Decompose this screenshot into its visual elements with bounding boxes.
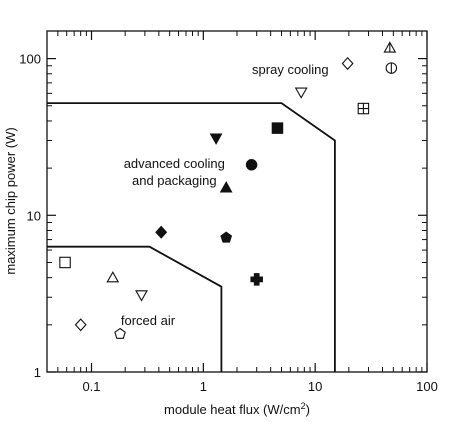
region-label: forced air — [121, 313, 176, 328]
data-point-pentagon-open — [114, 327, 126, 339]
y-tick-label: 100 — [19, 52, 41, 67]
data-point-circle-filled — [245, 159, 258, 171]
data-point-triangle-down-open — [294, 87, 308, 99]
y-axis-label: maximum chip power (W) — [3, 127, 18, 274]
x-axis-label-superscript: 2 — [301, 401, 306, 411]
x-axis-label-tail: ) — [306, 402, 310, 417]
data-point-triangle-open — [106, 271, 120, 283]
region-labels: spray cooling advanced cooling and packagi… — [121, 62, 329, 328]
data-point-diamond-open — [74, 318, 87, 332]
data-points — [59, 41, 398, 339]
region-label: advanced cooling and packaging — [124, 156, 225, 188]
data-point-diamond-open — [341, 56, 354, 71]
x-tick-label: 1 — [200, 379, 207, 394]
data-point-circle-striped — [385, 62, 398, 74]
plot-frame — [46, 30, 428, 373]
y-tick-label: 10 — [27, 208, 41, 223]
data-point-triangle-down-open — [135, 290, 148, 302]
region-boundaries — [47, 102, 336, 372]
x-axis-label: module heat flux (W/cm2) — [164, 401, 310, 417]
x-tick-label: 100 — [416, 379, 438, 394]
data-point-cross-filled — [250, 273, 263, 286]
region-label: spray cooling — [252, 62, 329, 77]
data-point-square-filled — [271, 122, 284, 134]
axis-ticks: 0.1 1 10 100 1 10 100 — [19, 31, 438, 394]
data-point-diamond-filled — [155, 225, 168, 239]
data-point-triangle-down-filled — [209, 133, 223, 145]
data-point-pentagon-filled — [220, 231, 233, 243]
x-tick-label: 10 — [308, 379, 322, 394]
data-point-square-cross — [357, 102, 370, 115]
data-point-triangle-striped — [383, 41, 397, 53]
region-boundary-line — [47, 245, 223, 372]
data-point-square-open — [59, 256, 71, 269]
x-axis-label-main: module heat flux (W/cm — [164, 402, 301, 417]
data-point-triangle-filled — [219, 181, 233, 193]
y-tick-label: 1 — [34, 365, 41, 380]
x-tick-label: 0.1 — [82, 379, 100, 394]
region-boundary-line — [47, 102, 336, 372]
